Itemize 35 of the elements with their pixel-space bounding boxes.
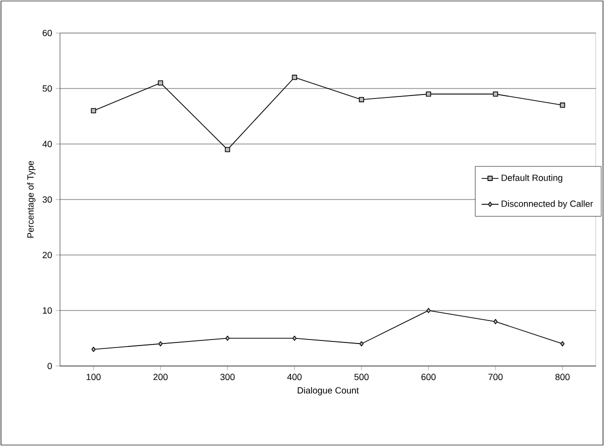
point [225, 336, 230, 341]
point [91, 346, 96, 352]
point [358, 97, 364, 102]
point [90, 108, 96, 114]
x-tick-label: 200 [153, 374, 168, 380]
x-axis-title: Dialogue Count [298, 386, 359, 396]
x-tick-label: 400 [287, 374, 302, 380]
point [560, 102, 566, 108]
legend-label: Disconnected by Caller [502, 200, 594, 209]
point [492, 91, 498, 97]
x-tick-label: 100 [86, 374, 101, 380]
x-tick-label: 800 [555, 374, 570, 380]
y-tick-label: 40 [42, 140, 52, 148]
y-tick-label: 10 [42, 307, 52, 314]
legend-label: Default Routing [502, 174, 562, 183]
point [359, 341, 364, 346]
y-axis-title: Percentage of Type [27, 161, 36, 238]
point [292, 74, 298, 80]
y-tick-label: 20 [42, 252, 52, 258]
point [493, 319, 498, 324]
point [158, 80, 164, 86]
x-tick-label: 600 [421, 374, 436, 380]
x-tick-label: 300 [220, 374, 235, 380]
y-tick-label: 0 [48, 362, 52, 370]
point [224, 146, 230, 152]
point [158, 341, 163, 346]
point [426, 308, 431, 314]
point [292, 336, 297, 341]
y-tick-label: 30 [42, 196, 52, 203]
x-tick-label: 500 [354, 374, 369, 380]
y-tick-label: 50 [42, 85, 52, 92]
point [560, 341, 565, 346]
x-tick-label: 700 [488, 374, 503, 380]
y-tick-label: 60 [42, 30, 52, 36]
point [426, 91, 432, 97]
